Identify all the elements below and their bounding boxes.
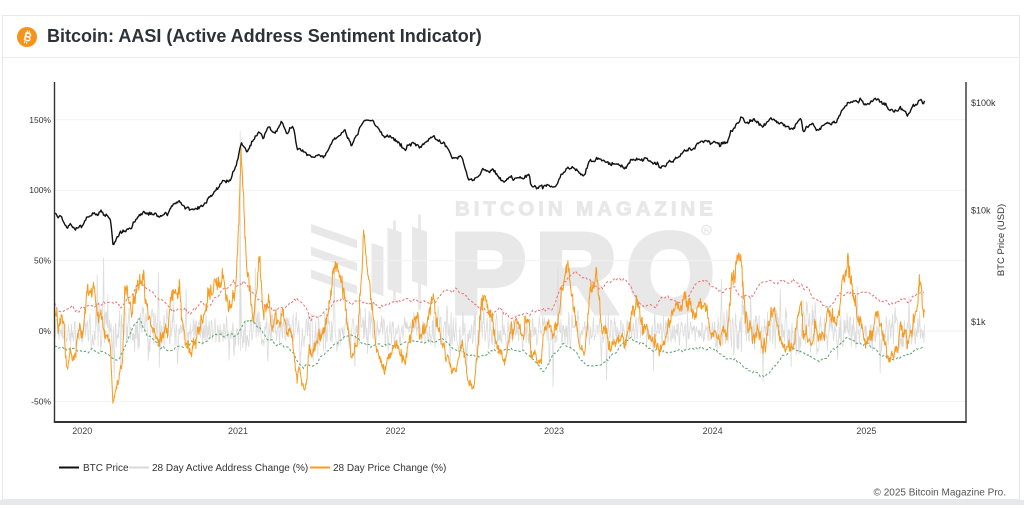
svg-text:100%: 100%: [29, 185, 51, 195]
svg-text:$100k: $100k: [971, 98, 996, 108]
svg-text:2025: 2025: [856, 426, 876, 436]
svg-text:2021: 2021: [228, 426, 248, 436]
svg-text:BITCOIN MAGAZINE: BITCOIN MAGAZINE: [455, 198, 717, 221]
svg-text:2022: 2022: [385, 426, 405, 436]
svg-text:150%: 150%: [29, 115, 51, 125]
svg-text:$10k: $10k: [971, 206, 991, 216]
svg-text:PRO: PRO: [451, 211, 724, 337]
svg-text:2023: 2023: [544, 426, 564, 436]
svg-text:2020: 2020: [72, 426, 92, 436]
svg-text:28 Day Price Change (%): 28 Day Price Change (%): [333, 463, 446, 474]
svg-text:BTC Price (USD): BTC Price (USD): [996, 204, 1007, 276]
svg-text:50%: 50%: [34, 256, 51, 266]
svg-text:R: R: [704, 228, 709, 235]
svg-text:$1k: $1k: [971, 317, 986, 327]
svg-text:2024: 2024: [703, 426, 723, 436]
svg-text:BTC Price: BTC Price: [83, 463, 129, 474]
svg-text:28 Day Active Address Change (: 28 Day Active Address Change (%): [152, 463, 308, 474]
svg-text:0%: 0%: [39, 326, 52, 336]
svg-text:-50%: -50%: [31, 396, 51, 406]
svg-text:© 2025 Bitcoin Magazine Pro.: © 2025 Bitcoin Magazine Pro.: [874, 488, 1006, 499]
